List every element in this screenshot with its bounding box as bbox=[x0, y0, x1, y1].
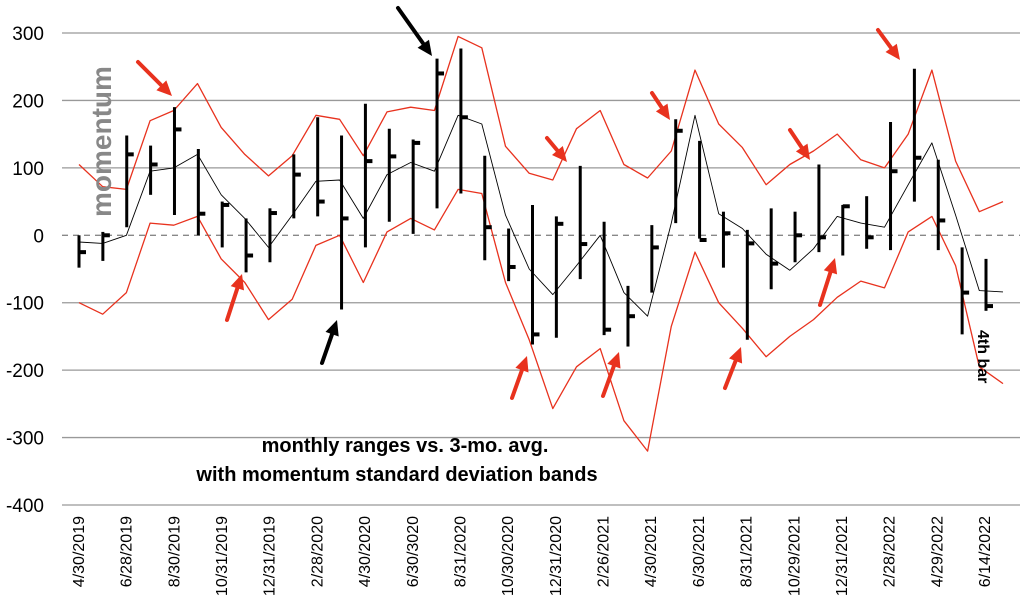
arrow-head bbox=[823, 258, 838, 275]
arrow-shaft bbox=[650, 91, 664, 110]
x-tick-label: 8/31/2020 bbox=[453, 516, 470, 587]
arrow-head bbox=[552, 146, 567, 162]
arrow-shaft bbox=[545, 136, 560, 153]
x-tick-label: 2/26/2021 bbox=[596, 516, 613, 587]
x-tick-label: 6/30/3020 bbox=[405, 516, 422, 587]
arrow-shaft bbox=[788, 128, 804, 150]
arrow-head bbox=[325, 320, 339, 337]
y-tick-label: 200 bbox=[12, 91, 44, 112]
x-axis-ticks: 4/30/2019 6/28/2019 8/30/2019 10/31/2019 12/… bbox=[71, 516, 994, 596]
x-tick-label: 6/14/2022 bbox=[977, 516, 994, 587]
arrow-shaft bbox=[723, 358, 738, 390]
y-tick-label: -300 bbox=[6, 429, 44, 450]
y-axis-ticks: 300 200 100 0 -100 -200 -300 -400 bbox=[6, 24, 44, 517]
arrow-head bbox=[417, 39, 432, 56]
y-tick-label: -400 bbox=[6, 496, 44, 517]
x-tick-label: 10/31/2019 bbox=[214, 516, 231, 596]
y-axis-label: momentum bbox=[86, 66, 117, 217]
x-tick-label: 2/28/2020 bbox=[309, 516, 326, 587]
arrow-shaft bbox=[225, 286, 240, 322]
monthly-range-bars bbox=[77, 48, 993, 347]
upper-band-line bbox=[78, 35, 1004, 213]
x-tick-label: 4/30/2021 bbox=[643, 516, 660, 587]
y-tick-label: -100 bbox=[6, 294, 44, 315]
arrow-head bbox=[230, 274, 244, 291]
x-tick-label: 12/31/2021 bbox=[834, 516, 851, 596]
x-tick-label: 4/30/2019 bbox=[71, 516, 88, 587]
arrow-head bbox=[885, 43, 900, 60]
arrow-head bbox=[607, 352, 621, 369]
arrow-head bbox=[515, 356, 529, 373]
y-tick-label: 100 bbox=[12, 159, 44, 180]
arrow-shaft bbox=[136, 60, 164, 88]
x-tick-label: 4/30/2020 bbox=[357, 516, 374, 587]
x-tick-label: 4/29/2022 bbox=[929, 516, 946, 587]
avg-line bbox=[78, 114, 1004, 317]
arrow-shaft bbox=[320, 332, 335, 365]
y-tick-label: 0 bbox=[33, 226, 44, 247]
fourth-bar-note: 4th bar bbox=[974, 330, 991, 383]
arrow-head bbox=[655, 103, 670, 120]
x-tick-label: 12/31/2020 bbox=[548, 516, 565, 596]
annotation-arrows bbox=[136, 6, 900, 400]
arrow-shaft bbox=[601, 364, 616, 398]
annotation-line-2: with momentum standard deviation bands bbox=[195, 464, 597, 486]
arrow-shaft bbox=[510, 368, 524, 400]
arrow-head bbox=[729, 347, 743, 364]
annotation-line-1: monthly ranges vs. 3-mo. avg. bbox=[262, 435, 549, 457]
x-tick-label: 2/28/2022 bbox=[882, 516, 899, 587]
arrow-shaft bbox=[396, 6, 426, 46]
arrow-shaft bbox=[876, 28, 894, 50]
x-tick-label: 8/31/2021 bbox=[739, 516, 756, 587]
lower-band-line bbox=[78, 188, 1004, 452]
x-tick-label: 10/30/2020 bbox=[500, 516, 517, 596]
x-tick-label: 6/28/2019 bbox=[119, 516, 136, 587]
arrow-head bbox=[156, 80, 172, 96]
arrow-head bbox=[795, 143, 810, 160]
std-dev-bands bbox=[78, 35, 1004, 452]
y-tick-label: -200 bbox=[6, 361, 44, 382]
y-tick-label: 300 bbox=[12, 24, 44, 45]
arrow-shaft bbox=[818, 270, 833, 307]
x-tick-label: 10/29/2021 bbox=[786, 516, 803, 596]
x-tick-label: 6/30/2021 bbox=[691, 516, 708, 587]
x-tick-label: 8/30/2019 bbox=[166, 516, 183, 587]
three-month-average bbox=[78, 114, 1004, 317]
x-tick-label: 12/31/2019 bbox=[262, 516, 279, 596]
